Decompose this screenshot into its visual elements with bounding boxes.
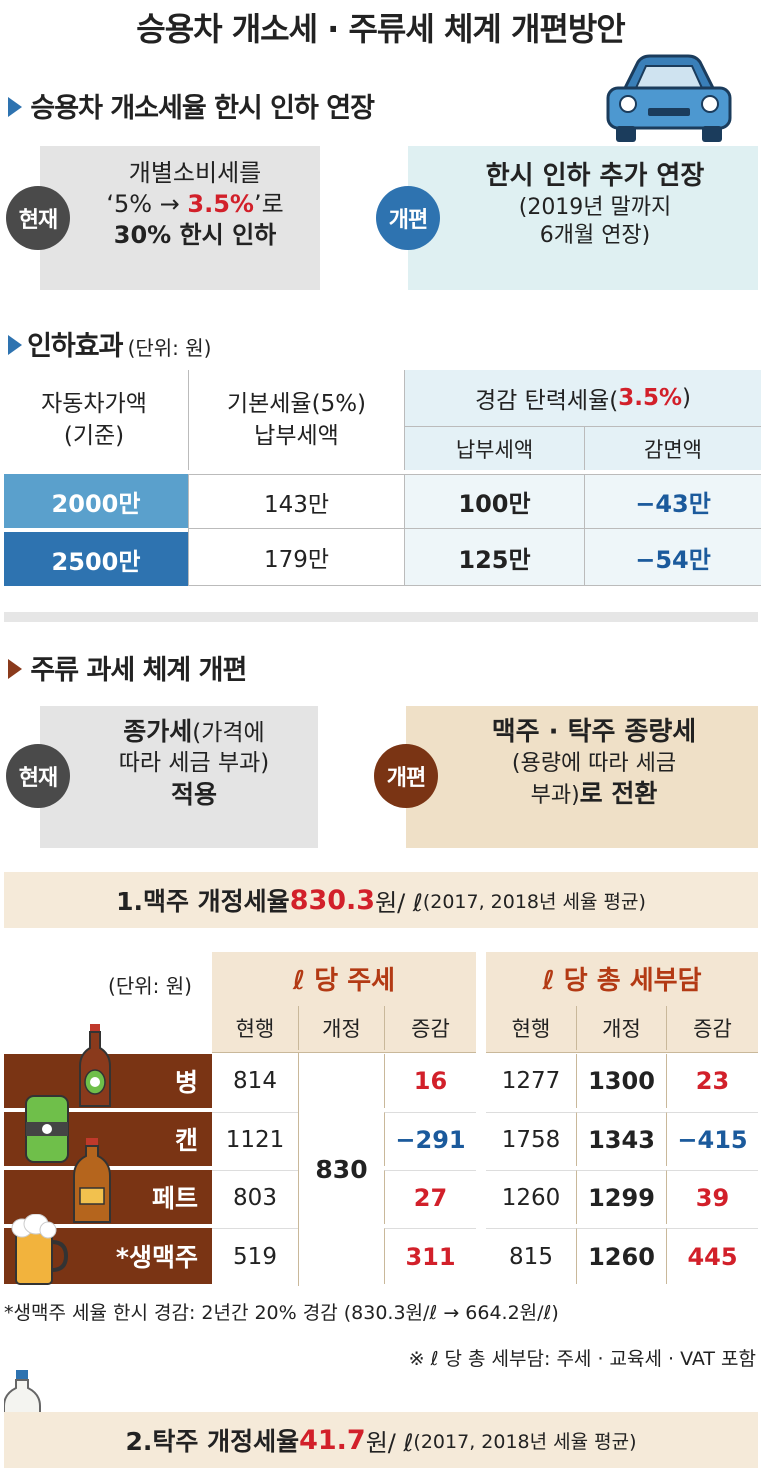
car-reform-line3: 6개월 연장) bbox=[539, 223, 651, 249]
liquor-section-label: 주류 과세 체계 개편 bbox=[30, 655, 247, 686]
total-change: 445 bbox=[666, 1228, 758, 1284]
page-title: 승용차 개소세 · 주류세 체계 개편방안 bbox=[136, 10, 625, 48]
beer-tax-change: 27 bbox=[384, 1170, 476, 1224]
liquor-reform-box: 맥주 · 탁주 종량세 (용량에 따라 세금 부과)로 전환 bbox=[406, 706, 758, 848]
reform-badge: 개편 bbox=[376, 186, 440, 250]
total-revised: 1299 bbox=[576, 1170, 666, 1224]
total-revised: 1260 bbox=[576, 1228, 666, 1284]
total-current: 1260 bbox=[486, 1170, 576, 1224]
car-reform-line2: (2019년 말까지 bbox=[518, 194, 672, 220]
group-liquor-tax: ℓ 당 주세 bbox=[292, 965, 396, 996]
total-current: 1277 bbox=[501, 1068, 561, 1094]
liquor-reform-line3: 부과)로 전환 bbox=[530, 779, 658, 809]
beer-bottle-icon bbox=[78, 1024, 112, 1108]
liquor-reform-line1: 맥주 · 탁주 종량세 bbox=[491, 717, 697, 747]
subheader-total-current: 현행 bbox=[511, 1017, 551, 1041]
total-burden-body bbox=[486, 1052, 758, 1286]
reform-badge: 개편 bbox=[374, 744, 438, 808]
beer-heading: 1.맥주 개정세율 830.3 원/ ℓ (2017, 2018년 세율 평균) bbox=[4, 872, 758, 928]
liquor-current-line2: 따라 세금 부과) bbox=[118, 749, 270, 776]
beer-tax-change: 311 bbox=[384, 1228, 476, 1284]
beer-tax-current: 1121 bbox=[212, 1112, 298, 1166]
car-current-line3: 30% 한시 인하 bbox=[113, 221, 277, 250]
saving-cell: −54만 bbox=[584, 528, 761, 586]
subheader-total-revised: 개정 bbox=[576, 1006, 666, 1050]
total-current: 1758 bbox=[486, 1112, 576, 1166]
reduced-tax-cell: 100만 bbox=[404, 474, 584, 528]
liquor-tax-body bbox=[212, 1052, 476, 1286]
liquor-current-line1: 종가세(가격에 bbox=[123, 717, 265, 746]
car-current-line1: 개별소비세를 bbox=[128, 159, 262, 187]
beer-tax-current: 803 bbox=[212, 1170, 298, 1224]
liquor-reform-line2: (용량에 따라 세금 bbox=[511, 750, 677, 776]
subheader-total-change: 증감 bbox=[666, 1006, 758, 1050]
effect-unit: (단위: 원) bbox=[127, 336, 212, 360]
car-icon bbox=[604, 52, 734, 144]
makgeolli-heading: 2.탁주 개정세율 41.7 원/ ℓ (2017, 2018년 세율 평균) bbox=[4, 1412, 758, 1468]
total-revised: 1300 bbox=[576, 1054, 666, 1108]
car-reform-box: 한시 인하 추가 연장 (2019년 말까지 6개월 연장) bbox=[408, 146, 758, 290]
total-revised: 1343 bbox=[576, 1112, 666, 1166]
beer-table: (단위: 원) ℓ 당 주세 ℓ 당 총 세부담 현행 개정 증감 현행 개정 … bbox=[0, 952, 761, 1292]
col-header-price: 자동차가액 (기준) bbox=[41, 390, 147, 449]
draft-beer-note: *생맥주 세율 한시 경감: 2년간 20% 경감 (830.3원/ℓ → 66… bbox=[4, 1302, 559, 1324]
price-cell: 2500만 bbox=[4, 532, 188, 586]
liquor-section-title: 주류 과세 체계 개편 bbox=[8, 648, 247, 687]
subheader-current: 현행 bbox=[235, 1017, 275, 1041]
car-current-line2: ‘5% → 3.5%’로 bbox=[106, 190, 284, 219]
effect-table: 자동차가액 (기준) 기본세율(5%) 납부세액 경감 탄력세율(3.5%) 납부세… bbox=[0, 370, 761, 590]
beer-tax-current: 519 bbox=[212, 1228, 298, 1284]
basic-tax-cell: 179만 bbox=[188, 528, 404, 586]
col-header-saving: 감면액 bbox=[584, 426, 761, 470]
total-change: −415 bbox=[666, 1112, 758, 1166]
beer-pet-icon bbox=[72, 1138, 112, 1224]
triangle-bullet-icon bbox=[8, 97, 22, 117]
draft-beer-mug-icon bbox=[10, 1213, 69, 1286]
current-badge: 현재 bbox=[6, 186, 70, 250]
effect-section-label: 인하효과 bbox=[27, 331, 123, 362]
group-total-burden: ℓ 당 총 세부담 bbox=[542, 965, 702, 996]
car-reform-line1: 한시 인하 추가 연장 bbox=[485, 161, 705, 191]
effect-section-title: 인하효과 (단위: 원) bbox=[8, 324, 211, 363]
beer-can-icon bbox=[22, 1092, 72, 1166]
current-badge: 현재 bbox=[6, 744, 70, 808]
section-divider bbox=[4, 612, 758, 622]
total-change: 39 bbox=[666, 1170, 758, 1224]
total-change: 23 bbox=[666, 1054, 758, 1108]
subheader-revised: 개정 bbox=[298, 1006, 384, 1050]
total-current: 815 bbox=[486, 1228, 576, 1284]
col-header-reduced-tax: 납부세액 bbox=[404, 426, 584, 470]
beer-tax-revised: 830 bbox=[298, 1052, 384, 1286]
beer-unit: (단위: 원) bbox=[108, 973, 192, 998]
triangle-bullet-icon bbox=[8, 335, 22, 355]
price-cell: 2000만 bbox=[4, 474, 188, 528]
beer-tax-change: −291 bbox=[384, 1112, 476, 1166]
triangle-bullet-icon bbox=[8, 659, 22, 679]
car-section-label: 승용차 개소세율 한시 인하 연장 bbox=[30, 93, 375, 124]
liquor-current-line3: 적용 bbox=[170, 779, 217, 809]
total-burden-note: ※ ℓ 당 총 세부담: 주세 · 교육세 · VAT 포함 bbox=[408, 1348, 756, 1370]
beer-tax-change: 16 bbox=[384, 1054, 476, 1108]
liquor-current-box: 종가세(가격에 따라 세금 부과) 적용 bbox=[40, 706, 318, 848]
col-header-basic: 기본세율(5%) 납부세액 bbox=[188, 370, 404, 470]
saving-cell: −43만 bbox=[584, 474, 761, 528]
car-current-box: 개별소비세를 ‘5% → 3.5%’로 30% 한시 인하 bbox=[40, 146, 320, 290]
beer-tax-current: 814 bbox=[233, 1068, 277, 1094]
car-section-title: 승용차 개소세율 한시 인하 연장 bbox=[8, 86, 375, 125]
col-header-reduced: 경감 탄력세율(3.5%) bbox=[404, 370, 761, 426]
reduced-tax-cell: 125만 bbox=[404, 528, 584, 586]
subheader-change: 증감 bbox=[384, 1006, 476, 1050]
basic-tax-cell: 143만 bbox=[188, 474, 404, 528]
